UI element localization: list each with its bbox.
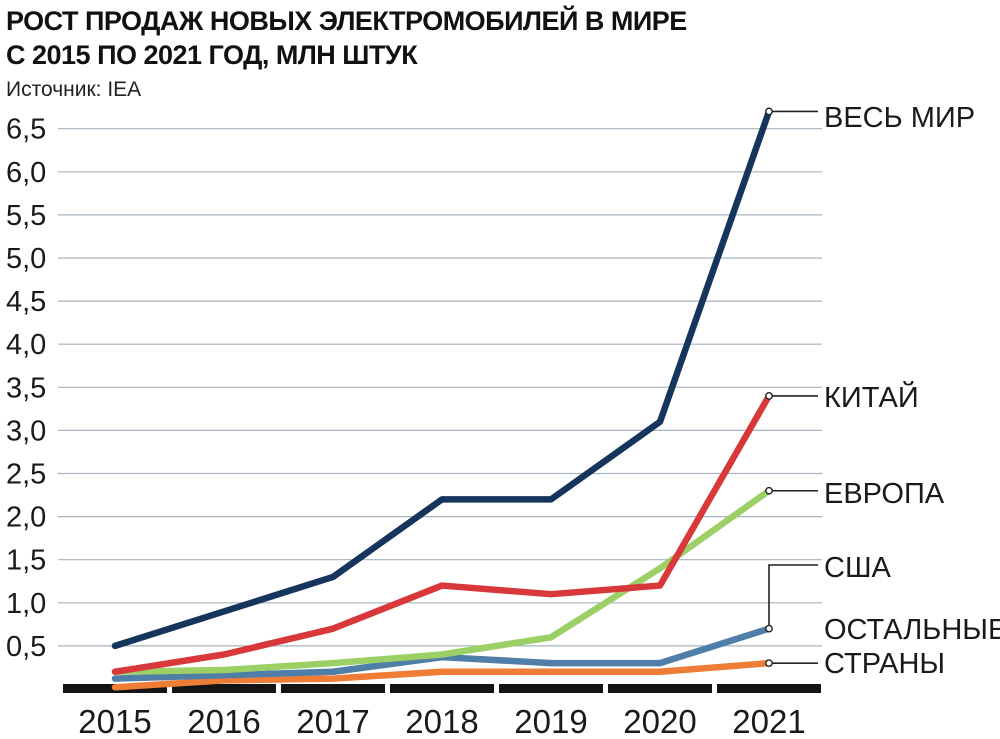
chart-source: Источник: IEA [6, 78, 142, 101]
x-tick-label: 2019 [514, 703, 587, 739]
leader-dot [765, 659, 773, 668]
series-label: ВЕСЬ МИР [765, 102, 975, 134]
chart-title-line-2: С 2015 ПО 2021 ГОД, МЛН ШТУК [6, 40, 418, 70]
y-tick-label: 5,5 [6, 200, 46, 232]
y-tick-label: 1,5 [6, 545, 46, 577]
x-axis: 2015 2016 2017 2018 2019 2020 2021 [63, 684, 821, 739]
x-tick-label: 2016 [187, 703, 260, 739]
leader-dot [765, 392, 773, 400]
y-tick-label: 6,5 [6, 114, 46, 146]
chart-title: РОСТ ПРОДАЖ НОВЫХ ЭЛЕКТРОМОБИЛЕЙ В МИРЕ … [6, 4, 687, 72]
series-label-text: КИТАЙ [824, 380, 919, 414]
y-tick-label: 4,0 [6, 329, 46, 361]
y-tick-label: 5,0 [6, 243, 46, 275]
x-tick-label: 2020 [623, 703, 696, 739]
y-tick-label: 2,5 [6, 459, 46, 491]
chart-title-line-1: РОСТ ПРОДАЖ НОВЫХ ЭЛЕКТРОМОБИЛЕЙ В МИРЕ [6, 6, 687, 36]
x-axis-segment [608, 684, 712, 693]
series-label: ЕВРОПА [765, 478, 945, 510]
x-axis-segment [499, 684, 603, 693]
y-tick-label: 6,0 [6, 157, 46, 189]
x-tick-label: 2017 [296, 703, 369, 739]
y-axis-tick-labels: 0,5 1,0 1,5 2,0 2,5 3,0 3,5 4,0 4,5 5,0 5,5 6,0 6,5 [6, 114, 46, 663]
x-axis-segment [390, 684, 494, 693]
series-label-text: ЕВРОПА [824, 478, 945, 510]
y-tick-label: 4,5 [6, 286, 46, 318]
y-tick-label: 3,0 [6, 415, 46, 447]
x-axis-segment [281, 684, 385, 693]
leader-dot [765, 107, 773, 116]
series-lines [111, 108, 773, 691]
y-tick-label: 1,0 [6, 588, 46, 620]
series-label-text: ОСТАЛЬНЫЕ [824, 614, 1000, 646]
x-tick-label: 2021 [732, 703, 805, 739]
series-label: КИТАЙ [765, 380, 919, 414]
x-tick-label: 2015 [78, 703, 151, 739]
leader-dot [765, 624, 773, 633]
series-label: США [765, 552, 892, 633]
x-axis-segment [172, 684, 276, 693]
leader-line [768, 564, 818, 629]
series-label-text: СТРАНЫ [824, 648, 945, 680]
x-axis-segment [717, 684, 821, 693]
x-tick-label: 2018 [405, 703, 478, 739]
y-tick-label: 3,5 [6, 372, 46, 404]
y-tick-label: 0,5 [6, 631, 46, 663]
leader-dot [765, 486, 773, 495]
series-line [111, 392, 773, 676]
gridlines [58, 128, 822, 647]
series-label-text: ВЕСЬ МИР [824, 102, 975, 134]
series-line [111, 487, 773, 676]
y-tick-label: 2,0 [6, 502, 46, 534]
series-label-text: США [824, 552, 892, 584]
